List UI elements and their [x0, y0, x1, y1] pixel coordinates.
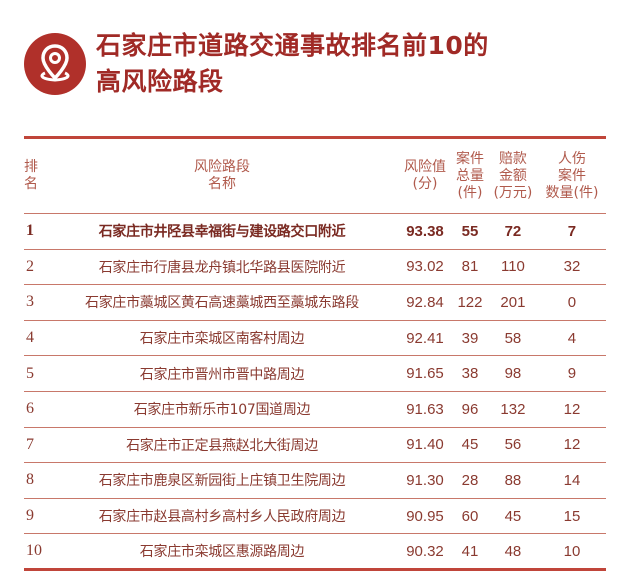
cell-risk: 90.32	[406, 542, 444, 560]
cell-name: 石家庄市赵县高村乡高村乡人民政府周边	[46, 498, 399, 535]
cell-injury: 12	[537, 391, 606, 428]
cell-cases: 55	[451, 213, 488, 250]
page-title: 石家庄市道路交通事故排名前10的 高风险路段	[96, 28, 489, 100]
cell-amount: 56	[487, 427, 538, 464]
cell-cases: 96	[451, 391, 488, 428]
cell-amount: 58	[487, 320, 538, 357]
header-text: 赔款	[498, 150, 527, 167]
cell-injury: 7	[537, 213, 606, 250]
cell-risk: 92.41	[398, 320, 452, 357]
cell-risk: 92.84	[398, 284, 452, 321]
cell-injury: 32	[537, 249, 606, 286]
table-row: 9 石家庄市赵县高村乡高村乡人民政府周边 90.95 60 45 15	[24, 498, 606, 535]
cell-rank: 4	[24, 320, 46, 357]
header-text: 金额	[498, 167, 527, 184]
table-row: 3 石家庄市藁城区黄石高速藁城西至藁城东路段 92.84 122 201 0	[24, 284, 606, 321]
header-text: 案件	[557, 167, 586, 184]
cell-amount: 98	[487, 355, 538, 392]
cell-name: 石家庄市栾城区惠源路周边	[139, 544, 305, 561]
table-row: 7 石家庄市正定县燕赵北大街周边 91.40 45 56 12	[24, 427, 606, 464]
cell-rank: 3	[24, 284, 46, 321]
cell-amount: 48	[504, 542, 522, 560]
cell-name: 石家庄市井陉县幸福街与建设路交口附近	[46, 213, 399, 250]
cell-name: 石家庄市栾城区南客村周边	[46, 320, 399, 357]
table-row: 1 石家庄市井陉县幸福街与建设路交口附近 93.38 55 72 7	[24, 213, 606, 250]
header-text: 人伤	[557, 150, 586, 167]
cell-amount: 88	[487, 462, 538, 499]
cell-injury: 9	[537, 355, 606, 392]
cell-injury: 10	[563, 542, 581, 560]
cell-amount: 110	[487, 249, 538, 286]
cell-cases: 45	[451, 427, 488, 464]
header-text: 案件	[455, 150, 484, 167]
cell-cases: 122	[451, 284, 488, 321]
table-row: 2 石家庄市行唐县龙舟镇北华路县医院附近 93.02 81 110 32	[24, 249, 606, 286]
cell-injury: 12	[537, 427, 606, 464]
cell-name: 石家庄市藁城区黄石高速藁城西至藁城东路段	[46, 284, 399, 321]
cell-amount: 72	[487, 213, 538, 250]
cell-cases: 28	[451, 462, 488, 499]
location-pin-icon	[24, 33, 86, 95]
cell-rank: 7	[24, 427, 46, 464]
cell-risk: 93.02	[398, 249, 452, 286]
cell-name: 石家庄市晋州市晋中路周边	[46, 355, 399, 392]
header-risk-value: 风险值 (分)	[398, 137, 452, 214]
header-text: (件)	[457, 184, 483, 201]
risk-road-table: 排名风险路段 名称 风险值 (分) 案件 总量 (件) 赔款 金额 (万元) 人伤 案件 数量(件) 1…	[24, 136, 606, 571]
cell-rank: 9	[24, 498, 46, 535]
cell-amount: 132	[487, 391, 538, 428]
cell-injury: 14	[537, 462, 606, 499]
cell-cases: 38	[451, 355, 488, 392]
header-rank: 排名	[24, 137, 46, 214]
cell-name: 石家庄市正定县燕赵北大街周边	[46, 427, 399, 464]
cell-name: 石家庄市新乐市107国道周边	[46, 391, 399, 428]
header-text: 排	[24, 159, 38, 175]
cell-risk: 91.63	[398, 391, 452, 428]
cell-rank: 8	[24, 462, 46, 499]
cell-cases: 60	[451, 498, 488, 535]
cell-name: 石家庄市行唐县龙舟镇北华路县医院附近	[46, 249, 399, 286]
cell-rank: 5	[24, 355, 46, 392]
cell-risk: 91.30	[398, 462, 452, 499]
header-text: 名	[24, 176, 38, 192]
cell-cases: 81	[451, 249, 488, 286]
header-text: 总量	[455, 167, 484, 184]
cell-cases: 39	[451, 320, 488, 357]
header-text: (万元)	[493, 184, 533, 201]
cell-risk: 90.95	[398, 498, 452, 535]
cell-injury: 4	[537, 320, 606, 357]
cell-risk: 91.65	[398, 355, 452, 392]
header-text: 风险值	[403, 159, 446, 175]
cell-risk: 93.38	[398, 213, 452, 250]
table-row: 8 石家庄市鹿泉区新园街上庄镇卫生院周边 91.30 28 88 14	[24, 462, 606, 499]
table-row: 6 石家庄市新乐市107国道周边 91.63 96 132 12	[24, 391, 606, 428]
cell-injury: 15	[537, 498, 606, 535]
title-line-2: 高风险路段	[96, 67, 224, 96]
table-row: 5 石家庄市晋州市晋中路周边 91.65 38 98 9	[24, 355, 606, 392]
cell-rank: 6	[24, 391, 46, 428]
header-text: 风险路段	[194, 159, 250, 175]
header-injury-cases: 人伤 案件 数量(件)	[537, 137, 606, 214]
header-text: (分)	[412, 176, 438, 192]
cell-amount: 45	[487, 498, 538, 535]
table-row: 4 石家庄市栾城区南客村周边 92.41 39 58 4	[24, 320, 606, 357]
cell-rank: 1	[24, 213, 46, 250]
cell-injury: 0	[537, 284, 606, 321]
cell-cases: 41	[461, 542, 479, 560]
cell-risk: 91.40	[398, 427, 452, 464]
title-line-1: 石家庄市道路交通事故排名前10的	[96, 31, 489, 60]
header-text: 名称	[208, 176, 236, 192]
header-claim-amount: 赔款 金额 (万元)	[487, 137, 538, 214]
table-row: 10 石家庄市栾城区惠源路周边 90.32 41 48 10	[24, 534, 606, 570]
cell-amount: 201	[487, 284, 538, 321]
header-text: 数量(件)	[545, 184, 599, 201]
header-case-total: 案件 总量 (件)	[451, 137, 488, 214]
cell-rank: 2	[24, 249, 46, 286]
cell-rank: 10	[26, 542, 42, 560]
cell-name: 石家庄市鹿泉区新园街上庄镇卫生院周边	[46, 462, 399, 499]
header-road-name: 风险路段 名称	[46, 137, 399, 214]
